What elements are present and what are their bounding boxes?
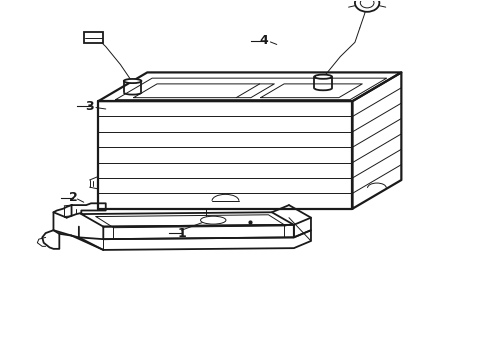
Text: 1: 1 [177,226,186,239]
Ellipse shape [200,216,226,224]
Circle shape [360,0,374,8]
Text: 3: 3 [85,100,94,113]
Circle shape [355,0,379,12]
FancyBboxPatch shape [84,32,103,43]
Ellipse shape [315,75,332,79]
Text: 2: 2 [69,192,77,204]
Text: 4: 4 [259,34,268,48]
Ellipse shape [124,79,142,83]
